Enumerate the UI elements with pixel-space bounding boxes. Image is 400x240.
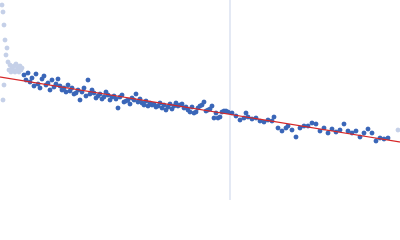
point <box>297 125 303 131</box>
point <box>369 130 375 136</box>
point <box>211 115 217 121</box>
point <box>113 96 119 102</box>
point <box>271 114 277 120</box>
point <box>395 127 400 133</box>
point <box>309 120 315 126</box>
point <box>85 77 91 83</box>
point <box>325 130 331 136</box>
point <box>275 125 281 131</box>
point <box>21 72 27 78</box>
point <box>125 97 131 103</box>
point <box>55 76 61 82</box>
point <box>361 130 367 136</box>
point <box>0 2 5 8</box>
point <box>29 75 35 81</box>
point <box>83 93 89 99</box>
point <box>365 126 371 132</box>
point <box>87 91 93 97</box>
point <box>193 109 199 115</box>
point <box>209 103 215 109</box>
point <box>243 110 249 116</box>
chart <box>0 0 400 200</box>
point <box>115 105 121 111</box>
point <box>47 87 53 93</box>
point <box>1 82 7 88</box>
point <box>313 121 319 127</box>
point <box>341 121 347 127</box>
point <box>0 9 6 15</box>
point <box>37 85 43 91</box>
point <box>353 128 359 134</box>
point <box>63 89 69 95</box>
point <box>81 85 87 91</box>
point <box>41 73 47 79</box>
point <box>337 127 343 133</box>
point <box>141 102 147 108</box>
point <box>237 117 243 123</box>
point <box>345 128 351 134</box>
point <box>133 91 139 97</box>
point <box>385 135 391 141</box>
point <box>217 114 223 120</box>
point <box>13 61 19 67</box>
point <box>0 97 6 103</box>
point <box>179 101 185 107</box>
point <box>187 109 193 115</box>
point <box>279 128 285 134</box>
point <box>53 81 59 87</box>
point <box>65 82 71 88</box>
point <box>49 77 55 83</box>
point <box>293 134 299 140</box>
point <box>77 97 83 103</box>
fit-line <box>0 76 400 143</box>
point <box>285 123 291 129</box>
point <box>1 22 7 28</box>
point <box>2 37 8 43</box>
point <box>33 71 39 77</box>
point <box>289 127 295 133</box>
point <box>3 52 9 58</box>
point <box>25 70 31 76</box>
point <box>201 99 207 105</box>
point <box>127 101 133 107</box>
point <box>19 65 25 71</box>
point <box>373 138 379 144</box>
point <box>31 83 37 89</box>
point <box>261 119 267 125</box>
point <box>101 94 107 100</box>
point <box>225 109 231 115</box>
point <box>4 45 10 51</box>
